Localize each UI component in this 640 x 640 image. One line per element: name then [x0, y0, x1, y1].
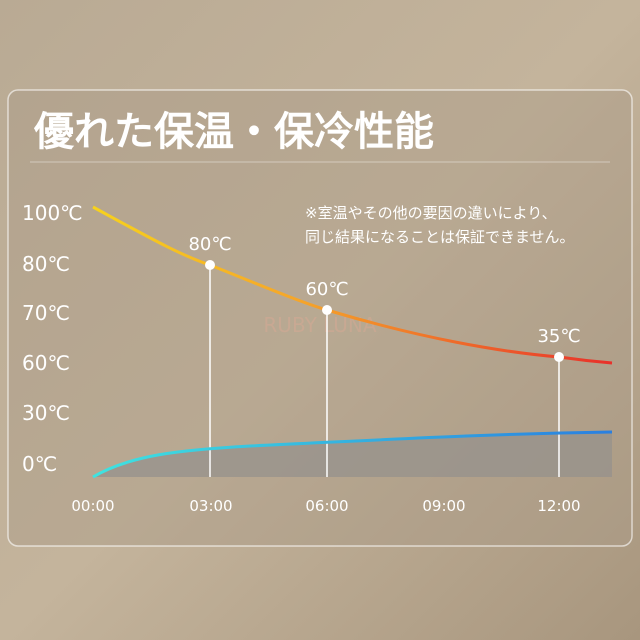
point-label: 80℃ — [188, 234, 231, 255]
y-label: 70℃ — [22, 301, 70, 325]
point — [554, 352, 564, 362]
cold-area — [93, 432, 612, 477]
x-label: 03:00 — [189, 497, 232, 515]
y-labels: 100℃ 80℃ 70℃ 60℃ 30℃ 0℃ — [22, 201, 83, 476]
note-line: ※室温やその他の要因の違いにより、 — [305, 204, 557, 222]
point — [322, 305, 332, 315]
x-label: 00:00 — [71, 497, 114, 515]
x-label: 12:00 — [537, 497, 580, 515]
point-labels: 80℃ 60℃ 35℃ — [188, 234, 580, 347]
x-labels: 00:00 03:00 06:00 09:00 12:00 — [71, 497, 580, 515]
panel — [7, 89, 633, 547]
y-label: 30℃ — [22, 401, 70, 425]
point — [205, 260, 215, 270]
y-label: 60℃ — [22, 351, 70, 375]
point-label: 35℃ — [537, 326, 580, 347]
y-label: 80℃ — [22, 252, 70, 276]
watermark: RUBY LUNA — [263, 313, 376, 337]
title: 優れた保温・保冷性能 — [33, 109, 434, 155]
drop-lines — [209, 265, 560, 477]
point-label: 60℃ — [305, 279, 348, 300]
y-label: 100℃ — [22, 201, 83, 225]
cold-curve — [92, 430, 613, 479]
x-label: 09:00 — [422, 497, 465, 515]
x-label: 06:00 — [305, 497, 348, 515]
y-label: 0℃ — [22, 452, 57, 476]
note-line: 同じ結果になることは保証できません。 — [305, 228, 575, 246]
